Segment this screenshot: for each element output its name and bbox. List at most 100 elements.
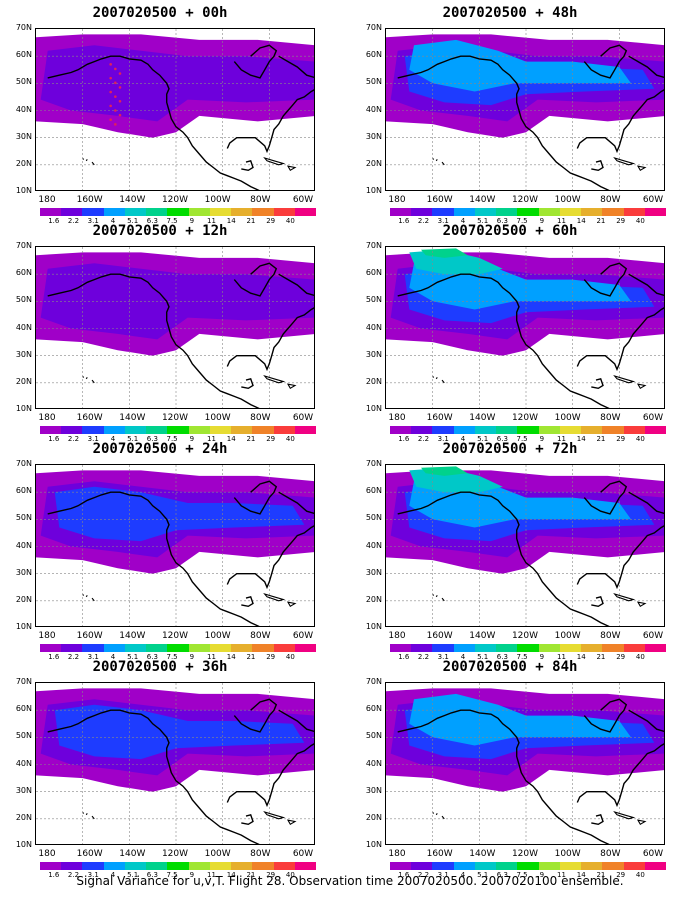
- latitude-label: 70N: [15, 23, 32, 32]
- colorbar-label: 11: [207, 653, 216, 661]
- colorbar-label: 1.6: [398, 217, 410, 225]
- longitude-label: 100W: [204, 631, 231, 641]
- observation-marker: [109, 90, 112, 94]
- observation-marker: [118, 113, 122, 117]
- colorbar-label: 6.3: [146, 435, 158, 443]
- colorbar-label: 4: [110, 871, 116, 879]
- colorbar-label: 40: [285, 653, 295, 661]
- colorbar-swatch: [61, 862, 83, 870]
- colorbar-swatch: [602, 208, 624, 216]
- coastline: [583, 262, 628, 297]
- colorbar-label: 40: [285, 435, 295, 443]
- map-plot: [385, 246, 665, 409]
- latitude-label: 40N: [15, 540, 32, 550]
- island-outline: [613, 810, 636, 820]
- colorbar-label: 29: [266, 435, 276, 443]
- colorbar-label: 3.1: [437, 871, 449, 879]
- colorbar-swatch: [252, 426, 274, 434]
- latitude-label: 60N: [365, 486, 382, 496]
- colorbar-label: 29: [616, 217, 626, 225]
- latitude-label: 20N: [15, 812, 32, 822]
- latitude-label: 10N: [365, 404, 382, 413]
- colorbar-swatch: [252, 208, 274, 216]
- longitude-label: 60W: [292, 413, 314, 423]
- colorbar-swatch: [124, 644, 147, 652]
- latitude-label: 30N: [365, 349, 382, 359]
- colorbar-label: 1.6: [398, 871, 410, 879]
- colorbar-swatch: [559, 208, 582, 216]
- coastline: [397, 273, 610, 408]
- colorbar-label: 6.3: [496, 871, 508, 879]
- colorbar-label: 3.1: [87, 435, 99, 443]
- colorbar-swatch: [432, 644, 454, 652]
- colorbar-label: 14: [226, 871, 236, 879]
- colorbar: [390, 208, 667, 216]
- colorbar-swatch: [40, 426, 62, 434]
- colorbar-label: 29: [616, 435, 626, 443]
- colorbar-label: 14: [576, 871, 586, 879]
- latitude-label: 30N: [15, 349, 32, 359]
- latitude-label: 50N: [365, 295, 382, 305]
- colorbar-swatch: [453, 644, 475, 652]
- map-plot: [35, 246, 315, 409]
- colorbar-swatch: [581, 862, 603, 870]
- colorbar-swatch: [273, 426, 295, 434]
- coastline: [583, 44, 628, 79]
- colorbar-swatch: [559, 644, 582, 652]
- colorbar-label: 11: [557, 871, 566, 879]
- colorbar-swatch: [644, 862, 667, 870]
- map-panel: 2007020500 + 48h 70N 60N 50N 40N 30N 20N 10N 180…: [350, 5, 670, 225]
- colorbar: [40, 208, 317, 216]
- latitude-label: 20N: [15, 158, 32, 168]
- latitude-label: 50N: [15, 295, 32, 305]
- colorbar-swatch: [146, 208, 168, 216]
- map-plot: [35, 464, 315, 627]
- longitude-label: 120W: [511, 195, 539, 205]
- observation-marker: [109, 76, 112, 80]
- colorbar-swatch: [188, 208, 210, 216]
- coastline: [241, 377, 254, 390]
- colorbar-swatch: [474, 208, 497, 216]
- coastline: [583, 698, 628, 733]
- colorbar-swatch: [644, 644, 667, 652]
- island-outline: [441, 379, 445, 384]
- longitude-label: 160W: [426, 413, 453, 423]
- latitude-label: 10N: [15, 840, 32, 849]
- colorbar-label: 11: [557, 435, 566, 443]
- longitude-label: 180: [388, 195, 406, 205]
- colorbar-swatch: [602, 426, 624, 434]
- coastline: [576, 743, 664, 808]
- island-outline: [435, 159, 438, 162]
- colorbar-swatch: [538, 208, 560, 216]
- longitude-label: 140W: [469, 413, 496, 423]
- observation-marker: [114, 67, 117, 71]
- island-outline: [432, 594, 435, 596]
- colorbar-swatch: [167, 208, 189, 216]
- colorbar-label: 3.1: [437, 653, 449, 661]
- longitude-label: 100W: [204, 195, 231, 205]
- island-outline: [636, 601, 647, 608]
- latitude-label: 20N: [15, 594, 32, 604]
- latitude-label: 40N: [15, 758, 32, 768]
- colorbar-label: 4: [460, 435, 466, 443]
- longitude-label: 140W: [119, 631, 146, 641]
- longitude-label: 120W: [511, 631, 539, 641]
- latitude-label: 70N: [365, 241, 382, 250]
- latitude-label: 70N: [365, 677, 382, 686]
- observation-marker: [114, 81, 117, 85]
- colorbar-label: 1.6: [48, 217, 60, 225]
- longitude-label: 80W: [600, 413, 621, 423]
- longitude-label: 160W: [76, 195, 103, 205]
- colorbar-swatch: [602, 644, 624, 652]
- coastline: [576, 89, 664, 154]
- colorbar-swatch: [581, 644, 603, 652]
- longitude-label: 60W: [642, 849, 664, 859]
- colorbar-label: 29: [266, 871, 276, 879]
- latitude-label: 10N: [365, 840, 382, 849]
- colorbar-swatch: [209, 208, 232, 216]
- coastline: [233, 262, 278, 297]
- latitude-label: 50N: [15, 731, 32, 741]
- colorbar-label: 7.5: [166, 217, 178, 225]
- longitude-label: 100W: [554, 631, 581, 641]
- colorbar: [390, 426, 667, 434]
